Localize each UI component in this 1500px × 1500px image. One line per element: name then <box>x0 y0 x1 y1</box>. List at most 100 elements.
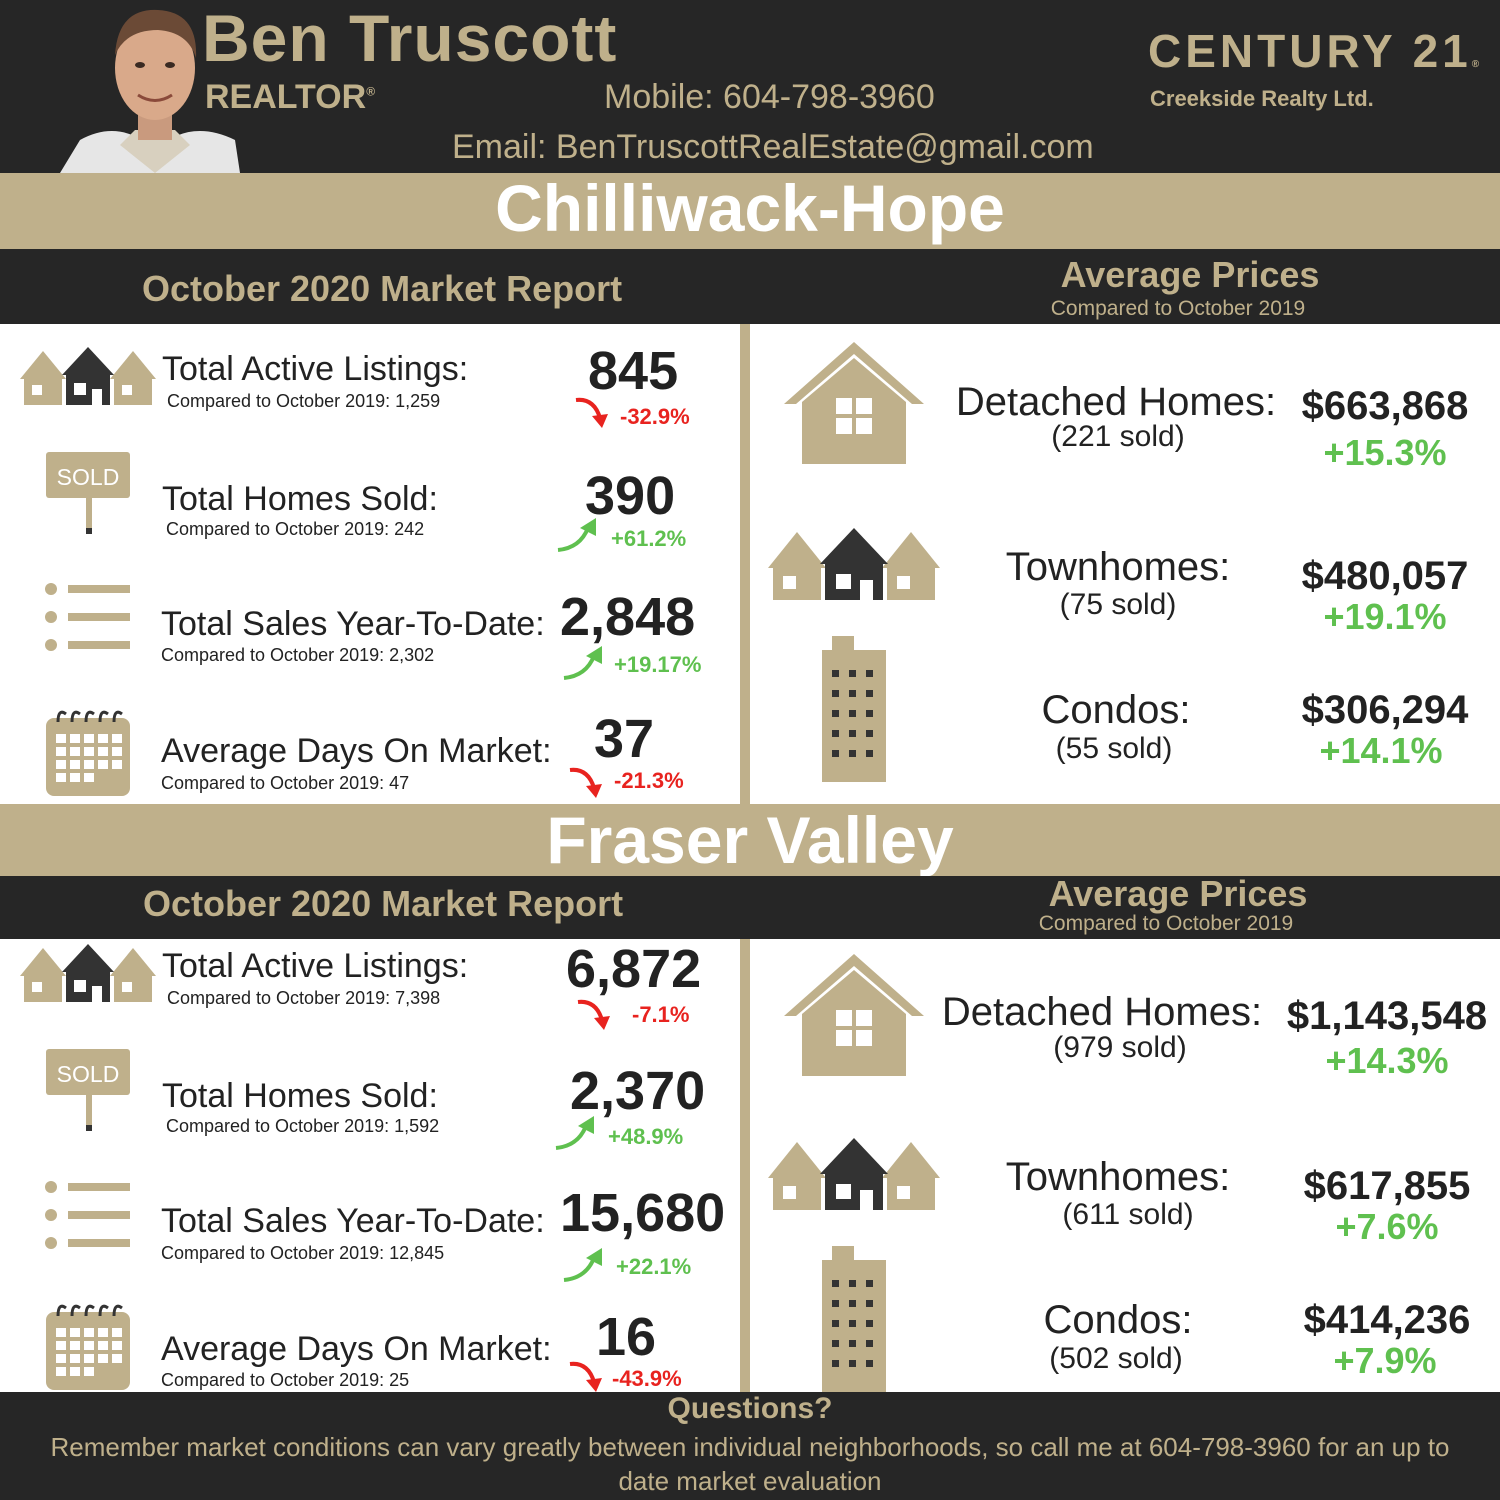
condo-building-icon <box>822 636 886 782</box>
condo-building-icon <box>822 1246 886 1392</box>
brokerage-logo-text: CENTURY 21 <box>1148 25 1472 77</box>
townhouses-icon <box>20 944 156 1002</box>
footer-text: Remember market conditions can vary grea… <box>50 1432 1450 1496</box>
stat-label: Total Homes Sold: <box>162 1077 438 1115</box>
price-change: +7.6% <box>1335 1206 1439 1247</box>
price-change: +15.3% <box>1323 432 1447 473</box>
stat-compare: Compared to October 2019: 1,592 <box>166 1116 440 1136</box>
footer-bar <box>0 1392 1500 1500</box>
price-sold-count: (611 sold) <box>1062 1198 1194 1231</box>
agent-title: REALTOR® <box>205 78 375 117</box>
report-subbar <box>0 249 1500 324</box>
sold-sign-text: SOLD <box>57 1061 120 1087</box>
registered-mark: ® <box>366 84 376 99</box>
stat-change: +22.1% <box>616 1254 692 1279</box>
stat-label: Total Sales Year-To-Date: <box>161 605 545 643</box>
stat-value: 37 <box>594 709 655 769</box>
brokerage-logo: CENTURY 21® <box>1148 24 1479 78</box>
stat-label: Total Active Listings: <box>162 350 469 388</box>
stat-compare: Compared to October 2019: 2,302 <box>161 645 435 665</box>
average-prices-title: Average Prices <box>1060 254 1320 295</box>
arrow-down-icon <box>575 397 608 428</box>
agent-name: Ben Truscott <box>202 1 618 75</box>
stat-value: 390 <box>585 466 676 526</box>
arrow-down-icon <box>569 1361 602 1392</box>
stat-label: Average Days On Market: <box>161 732 552 770</box>
stat-label: Total Homes Sold: <box>162 480 438 518</box>
stat-change: -7.1% <box>632 1002 690 1027</box>
price-sold-count: (75 sold) <box>1059 588 1177 621</box>
stat-label: Total Sales Year-To-Date: <box>161 1202 545 1240</box>
price-sold-count: (979 sold) <box>1053 1031 1187 1064</box>
calendar-icon <box>46 710 130 796</box>
price-value: $663,868 <box>1301 384 1469 428</box>
stat-label: Total Active Listings: <box>162 947 469 985</box>
region-banner <box>0 804 1500 876</box>
stat-compare: Compared to October 2019: 1,259 <box>167 391 441 411</box>
price-value: $1,143,548 <box>1286 994 1488 1038</box>
arrow-down-icon <box>577 999 610 1030</box>
region-title: Fraser Valley <box>546 803 954 877</box>
price-value: $414,236 <box>1303 1298 1471 1342</box>
column-divider <box>740 939 750 1392</box>
price-value: $617,855 <box>1303 1164 1471 1208</box>
stat-change: +61.2% <box>611 526 687 551</box>
stat-change: -43.9% <box>612 1366 682 1391</box>
list-icon <box>45 1181 130 1249</box>
report-subbar <box>0 876 1500 939</box>
stat-compare: Compared to October 2019: 7,398 <box>167 988 441 1008</box>
house-icon <box>784 342 924 464</box>
price-change: +19.1% <box>1323 596 1447 637</box>
stat-value: 2,848 <box>560 587 696 647</box>
price-sold-count: (221 sold) <box>1051 420 1185 453</box>
agent-photo <box>60 9 240 173</box>
stat-compare: Compared to October 2019: 47 <box>161 773 410 793</box>
brokerage-logo-mark: ® <box>1471 59 1480 70</box>
stat-value: 16 <box>596 1307 657 1367</box>
price-change: +14.1% <box>1319 730 1443 771</box>
region-banner <box>0 173 1500 249</box>
stat-compare: Compared to October 2019: 242 <box>166 519 425 539</box>
list-icon <box>45 583 130 651</box>
arrow-up-icon <box>563 1248 602 1282</box>
stat-value: 15,680 <box>560 1183 726 1243</box>
price-label: Townhomes: <box>1005 545 1231 589</box>
report-title: October 2020 Market Report <box>143 883 624 924</box>
average-prices-subtitle: Compared to October 2019 <box>1038 912 1294 935</box>
arrow-up-icon <box>563 646 602 680</box>
average-prices-title: Average Prices <box>1048 873 1308 914</box>
stat-label: Average Days On Market: <box>161 1330 552 1368</box>
arrow-down-icon <box>569 767 602 798</box>
calendar-icon <box>46 1304 130 1390</box>
sold-sign-text: SOLD <box>57 464 120 490</box>
price-change: +7.9% <box>1333 1340 1437 1381</box>
stat-compare: Compared to October 2019: 12,845 <box>161 1243 445 1263</box>
price-change: +14.3% <box>1325 1040 1449 1081</box>
report-title: October 2020 Market Report <box>142 268 623 309</box>
townhouses-icon <box>768 1138 940 1210</box>
price-label: Condos: <box>1043 1298 1193 1342</box>
price-value: $306,294 <box>1301 688 1469 732</box>
agent-mobile[interactable]: Mobile: 604-798-3960 <box>604 78 935 116</box>
average-prices-subtitle: Compared to October 2019 <box>1050 297 1306 320</box>
header-bar <box>0 0 1500 173</box>
stat-value: 2,370 <box>570 1061 706 1121</box>
arrow-up-icon <box>557 518 596 552</box>
townhouses-icon <box>768 528 940 600</box>
agent-email[interactable]: Email: BenTruscottRealEstate@gmail.com <box>452 128 1094 166</box>
region-title: Chilliwack-Hope <box>495 171 1005 245</box>
stat-value: 6,872 <box>566 939 702 999</box>
stat-change: +19.17% <box>614 652 702 677</box>
sold-sign-icon: SOLD <box>46 1049 130 1131</box>
brokerage-name: Creekside Realty Ltd. <box>1150 86 1374 111</box>
price-label: Condos: <box>1041 688 1191 732</box>
footer-question: Questions? <box>667 1392 833 1425</box>
agent-title-text: REALTOR <box>205 78 367 116</box>
stat-change: -32.9% <box>620 404 690 429</box>
townhouses-icon <box>20 347 156 405</box>
column-divider <box>740 324 750 804</box>
stat-change: -21.3% <box>614 768 684 793</box>
stat-compare: Compared to October 2019: 25 <box>161 1370 410 1390</box>
price-sold-count: (502 sold) <box>1049 1342 1183 1375</box>
price-sold-count: (55 sold) <box>1055 732 1173 765</box>
